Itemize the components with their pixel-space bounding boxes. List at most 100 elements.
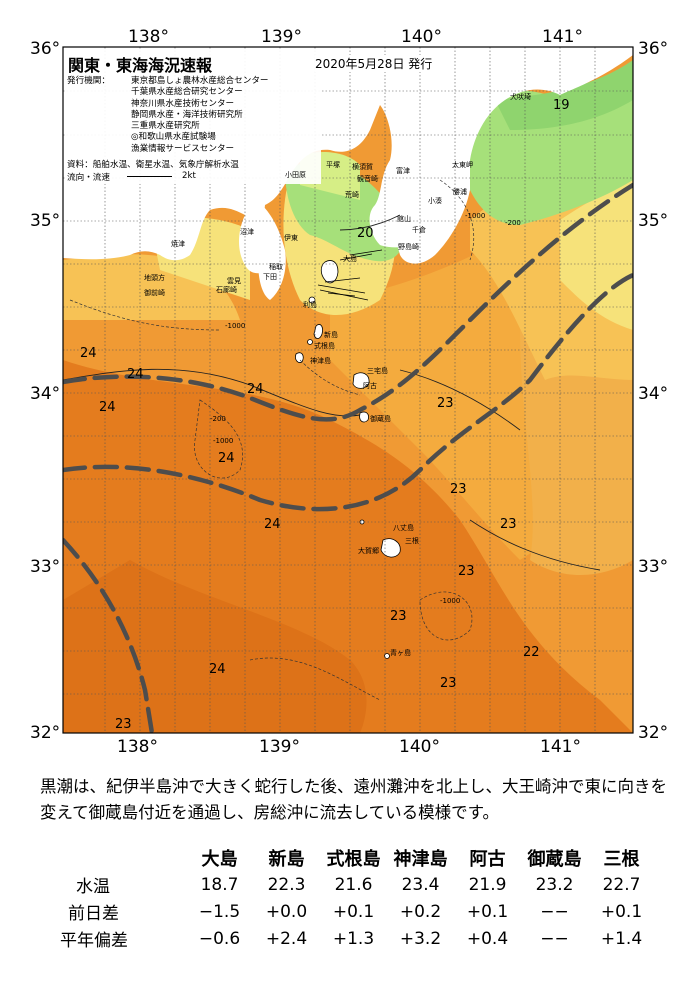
lon-label-141: 141° [542,27,583,47]
sea-yellow-region [560,180,633,330]
table-cell: +2.4 [265,928,308,949]
issuer-item: 東京都島しょ農林水産総合センター [131,76,269,86]
place-name: 勝浦 [453,188,467,196]
isobath-lines [69,179,474,701]
column-header: 新島 [268,848,305,870]
issuer-item: 三重県水産研究所 [131,121,200,132]
land-izu-peninsula [257,205,286,300]
place-name: 観音崎 [357,175,378,183]
place-name: 下田 [263,273,277,281]
temp-label: 24 [264,517,281,532]
kuroshio-axis [63,182,633,733]
isobath-label: -200 [210,415,226,423]
issuer-item: 漁業情報サービスセンター [131,143,235,154]
table-row: 前日差 −1.5 +0.0 +0.1 +0.2 +0.1 −− +0.1 [60,898,655,925]
issuer-item: 神奈川県水産技術センター [131,98,235,109]
temperature-table: 大島 新島 式根島 神津島 阿古 御蔵島 三根 水温 18.7 22.3 21.… [60,844,655,952]
lon-label-138-bottom: 138° [117,737,158,757]
column-header: 神津島 [393,848,448,870]
row-header: 水温 [76,877,110,897]
lat-label-36: 36° [30,39,61,59]
temp-label: 23 [450,482,467,497]
temp-label: 24 [80,346,97,361]
table-cell: +3.2 [399,928,442,949]
place-name: 沼津 [240,228,254,236]
table-cell: −1.5 [198,901,241,922]
table-cell: +0.1 [466,901,509,922]
place-name: 三根 [405,537,419,545]
place-name: 稲取 [269,263,283,271]
island-shikinejima [307,339,313,345]
place-name: 焼津 [171,240,185,248]
lat-label-32-right: 32° [638,723,669,743]
table-cell: 22.7 [602,874,641,895]
issuer-list: 東京都島しょ農林水産総合センター 千葉県水産総合研究センター 神奈川県水産技術セ… [131,76,269,155]
map-title: 関東・東海海況速報 [68,56,213,75]
table-cell: −− [540,928,569,949]
temp-label: 24 [127,367,144,382]
table-cell: +0.1 [600,901,643,922]
place-name: 小田原 [285,171,306,179]
row-header: 前日差 [68,904,119,924]
place-name: 八丈島 [393,524,414,532]
column-header: 三根 [603,848,640,870]
table-cell: +1.3 [332,928,375,949]
lat-label-33-right: 33° [638,557,669,577]
table-row: 水温 18.7 22.3 21.6 23.4 21.9 23.2 22.7 [60,871,655,898]
island-miyakejima [352,372,370,389]
place-name: 御前崎 [144,289,165,297]
lat-label-34-right: 34° [638,384,669,404]
place-name: 大賀郷 [358,547,379,555]
table-cell: 18.7 [200,874,239,895]
temp-label: 24 [218,451,235,466]
table-header-row: 大島 新島 式根島 神津島 阿古 御蔵島 三根 [60,844,655,871]
island-mikurajima [359,411,369,423]
place-name: 三宅島 [367,367,388,375]
place-name: 館山 [397,215,411,223]
legend-box [66,49,321,184]
table-cell: +0.1 [332,901,375,922]
issuer-item: ◎和歌山県水産試験場 [131,132,216,143]
table-cell: −− [540,901,569,922]
temp-label: 24 [209,662,226,677]
temp-label: 23 [437,396,454,411]
table-row: 平年偏差 −0.6 +2.4 +1.3 +3.2 +0.4 −− +1.4 [60,925,655,952]
lat-label-35: 35° [30,211,61,231]
lat-label-33: 33° [30,557,61,577]
place-name: 大島 [343,255,357,263]
place-name: 太東岬 [452,161,473,169]
lon-label-139-bottom: 139° [259,737,300,757]
table-cell: 22.3 [267,874,306,895]
current-scale-value: 2kt [182,171,196,181]
temp-label: 23 [440,676,457,691]
place-name: 横須賀 [352,163,373,171]
row-header: 平年偏差 [60,931,128,951]
place-name: 犬吠埼 [510,93,531,101]
place-name: 利島 [303,301,317,309]
lon-label-138: 138° [128,27,169,47]
place-name: 阿古 [363,382,377,390]
isobath-label: -1000 [465,212,486,220]
column-header: 阿古 [469,848,506,870]
table-cell: −0.6 [198,928,241,949]
column-header: 御蔵島 [527,848,582,870]
issuer-item: 千葉県水産総合研究センター [131,87,243,98]
lon-label-141-bottom: 141° [540,737,581,757]
place-name: 新島 [324,331,338,339]
temp-label: 23 [458,564,475,579]
place-name: 神津島 [310,357,331,365]
place-name: 小湊 [428,197,442,205]
column-header: 大島 [201,848,238,870]
current-scale-arrow [127,176,172,177]
place-name: 荒崎 [345,191,359,199]
table-cell: 23.2 [535,874,574,895]
table-cell: +0.2 [399,901,442,922]
lon-label-140-bottom: 140° [399,737,440,757]
place-name: 千倉 [412,226,426,234]
island-oshima [320,260,339,284]
place-name: 青ヶ島 [390,649,411,657]
land-boso-peninsula [375,160,470,264]
isobath-label: -200 [505,219,521,227]
issuer-label: 発行機関： [67,76,110,86]
temp-label: 23 [390,609,407,624]
